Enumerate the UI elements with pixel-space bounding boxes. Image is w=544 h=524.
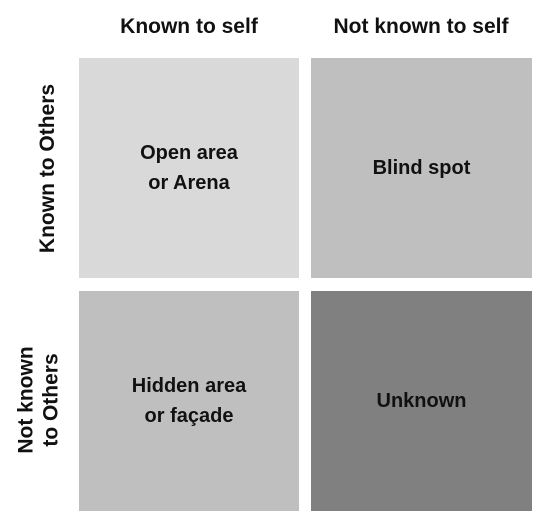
- row-header-label-line1: Not known: [15, 346, 39, 454]
- row-header-not-known-to-others: Not known to Others: [8, 290, 70, 510]
- column-header-known-to-self: Known to self: [79, 10, 299, 44]
- quadrant-open-area: Open area or Arena: [79, 58, 299, 278]
- quadrant-label-line1: Hidden area: [131, 375, 247, 397]
- quadrant-label-line2: or Arena: [148, 172, 230, 194]
- row-header-known-to-others: Known to Others: [30, 58, 66, 278]
- row-header-label: Known to Others: [36, 83, 60, 253]
- quadrant-unknown: Unknown: [311, 291, 532, 511]
- quadrant-hidden-area: Hidden area or façade: [79, 291, 299, 511]
- column-header-not-known-to-self: Not known to self: [310, 10, 532, 44]
- column-header-label: Known to self: [120, 15, 258, 38]
- quadrant-label-line1: Open area: [140, 142, 238, 164]
- quadrant-blind-spot: Blind spot: [311, 58, 532, 278]
- quadrant-label-line2: or façade: [144, 405, 234, 427]
- row-header-label-line2: to Others: [40, 353, 64, 447]
- column-header-label: Not known to self: [333, 15, 509, 38]
- quadrant-label-line1: Unknown: [376, 390, 467, 412]
- quadrant-label-line1: Blind spot: [372, 157, 471, 179]
